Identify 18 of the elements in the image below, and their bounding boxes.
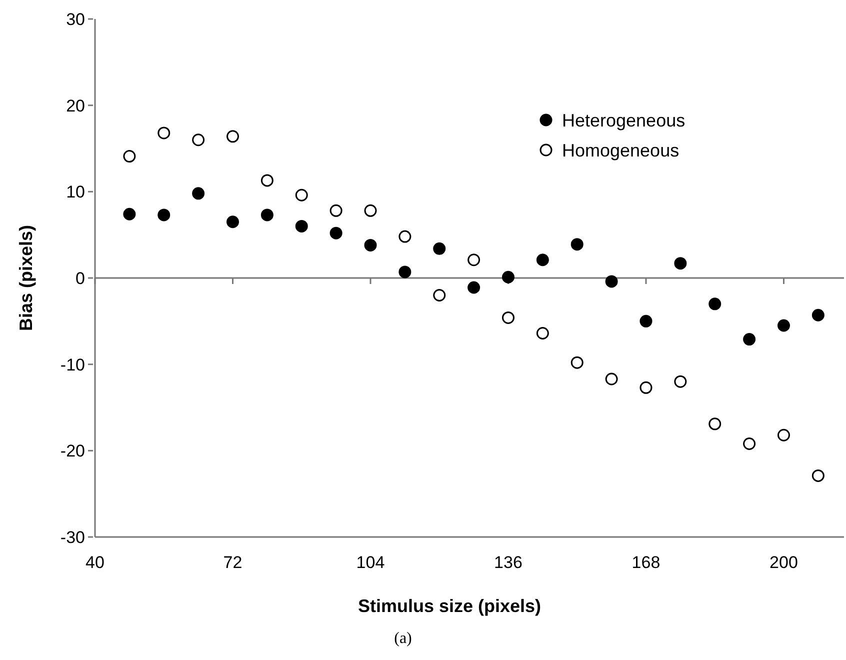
y-tick-label: -10 bbox=[60, 355, 85, 374]
x-tick-label: 168 bbox=[632, 553, 660, 572]
x-axis-title: Stimulus size (pixels) bbox=[358, 596, 542, 616]
y-axis-title: Bias (pixels) bbox=[16, 224, 36, 332]
legend-label: Heterogeneous bbox=[562, 110, 686, 130]
y-tick-label: -30 bbox=[60, 528, 85, 547]
legend-label: Homogeneous bbox=[562, 140, 680, 160]
x-tick-label: 136 bbox=[494, 553, 522, 572]
x-tick-label: 200 bbox=[770, 553, 798, 572]
x-tick-label: 104 bbox=[356, 553, 385, 572]
text: (a) bbox=[394, 630, 412, 647]
x-tick-label: 72 bbox=[223, 553, 242, 572]
y-tick-label: 30 bbox=[66, 10, 85, 29]
y-tick-label: 0 bbox=[76, 268, 85, 288]
x-tick-label: 40 bbox=[86, 553, 104, 572]
y-tick-label: 10 bbox=[66, 182, 85, 202]
y-tick-label: -20 bbox=[60, 442, 85, 461]
y-tick-label: 20 bbox=[66, 96, 85, 116]
